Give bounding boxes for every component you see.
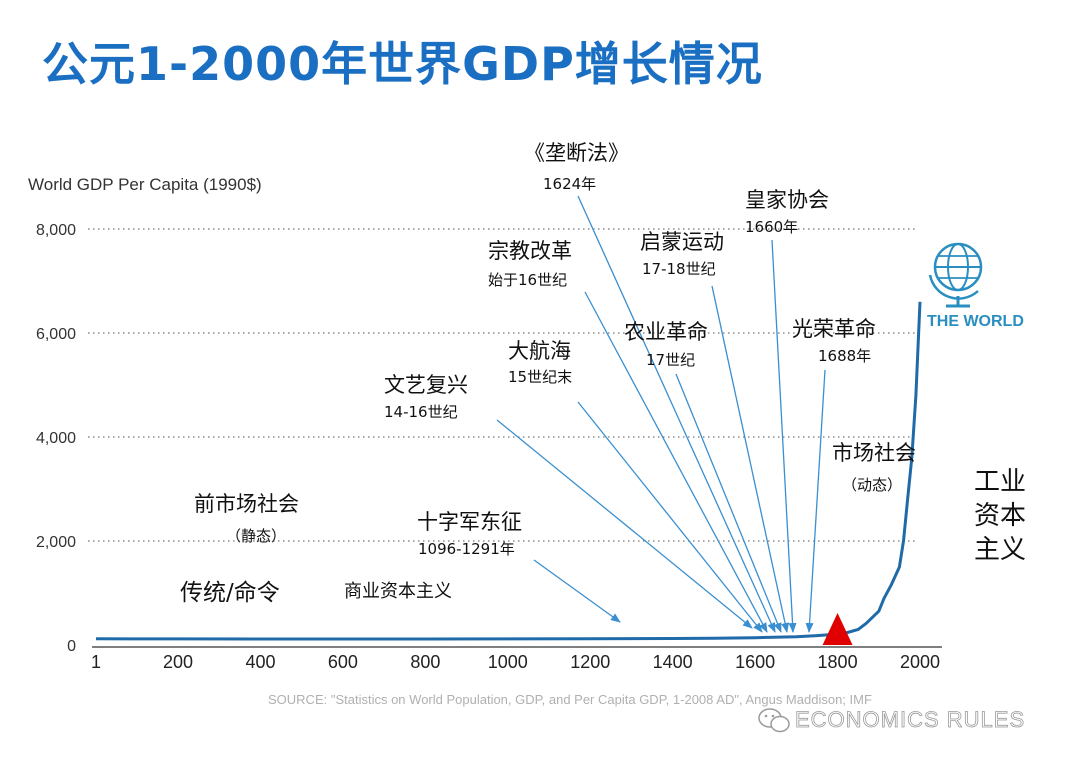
x-tick-label: 200 xyxy=(163,652,193,672)
annotation-royal-society-sub: 1660年 xyxy=(745,218,798,236)
globe-icon xyxy=(928,242,983,308)
annotation-arrow xyxy=(805,369,826,633)
annotation-crusades: 十字军东征 1096-1291年 xyxy=(417,510,522,558)
annotation-arrow xyxy=(577,401,763,633)
annotation-arrow xyxy=(496,419,753,629)
annotation-industrial-1: 工业 xyxy=(974,467,1026,497)
y-tick-label: 2,000 xyxy=(36,534,76,551)
annotation-arrow xyxy=(771,239,797,633)
annotation-arrow xyxy=(711,285,790,633)
x-tick-label: 1600 xyxy=(735,652,775,672)
world-logo-text: THE WORLD xyxy=(927,313,1024,330)
x-tick-label: 1800 xyxy=(818,652,858,672)
annotation-reformation-title: 宗教改革 xyxy=(488,239,572,263)
annotation-enlightenment-title: 启蒙运动 xyxy=(640,230,724,254)
annotation-market-society-sub: （动态） xyxy=(842,476,902,494)
annotation-market-society: 市场社会 （动态） xyxy=(832,441,916,494)
annotation-pre-market-title: 前市场社会 xyxy=(194,492,299,516)
y-tick-label: 8,000 xyxy=(36,222,76,239)
annotation-renaissance-sub: 14-16世纪 xyxy=(384,403,458,421)
annotation-age-of-discovery: 大航海 15世纪末 xyxy=(508,339,572,386)
annotation-agricultural-revolution: 农业革命 17世纪 xyxy=(624,320,708,369)
y-tick-label: 4,000 xyxy=(36,430,76,447)
x-tick-label: 1 xyxy=(91,652,101,672)
annotation-crusades-sub: 1096-1291年 xyxy=(418,540,515,558)
year-1800-marker xyxy=(822,613,853,645)
annotation-glorious-sub: 1688年 xyxy=(818,347,871,365)
y-axis-ticks: 8,000 6,000 4,000 2,000 0 xyxy=(36,222,76,655)
annotation-industrial-2: 资本 xyxy=(974,501,1026,531)
annotation-industrial-3: 主义 xyxy=(974,535,1026,565)
annotation-arrow xyxy=(584,291,768,633)
annotation-royal-society: 皇家协会 1660年 xyxy=(745,188,829,236)
watermark: ECONOMICS RULES xyxy=(795,707,1025,732)
annotation-reformation-sub: 始于16世纪 xyxy=(488,271,567,289)
annotation-merchant-capitalism: 商业资本主义 xyxy=(344,581,452,602)
x-tick-label: 400 xyxy=(245,652,275,672)
x-tick-label: 600 xyxy=(328,652,358,672)
x-tick-label: 800 xyxy=(410,652,440,672)
annotation-monopoly: 《垄断法》 1624年 xyxy=(524,141,629,193)
y-tick-label: 6,000 xyxy=(36,326,76,343)
x-tick-label: 1200 xyxy=(570,652,610,672)
annotation-arrow xyxy=(533,559,621,623)
x-tick-label: 1400 xyxy=(653,652,693,672)
x-tick-label: 1000 xyxy=(488,652,528,672)
x-tick-label: 2000 xyxy=(900,652,940,672)
annotation-pre-market-society: 前市场社会 （静态） xyxy=(194,492,299,545)
annotation-agricultural-sub: 17世纪 xyxy=(646,351,695,369)
annotation-royal-society-title: 皇家协会 xyxy=(745,188,829,212)
x-axis-ticks: 1 200 400 600 800 1000 1200 1400 1600 1800 2000 xyxy=(91,652,940,672)
annotation-crusades-title: 十字军东征 xyxy=(417,510,522,534)
annotation-arrows xyxy=(496,195,826,633)
annotation-discovery-sub: 15世纪末 xyxy=(508,368,572,386)
y-axis-label: World GDP Per Capita (1990$) xyxy=(28,175,262,194)
annotation-renaissance-title: 文艺复兴 xyxy=(384,373,468,397)
page-title: 公元1-2000年世界GDP增长情况 xyxy=(42,37,763,91)
annotation-reformation: 宗教改革 始于16世纪 xyxy=(488,239,572,289)
annotation-monopoly-title: 《垄断法》 xyxy=(524,141,629,165)
y-tick-label: 0 xyxy=(67,638,76,655)
annotation-glorious-title: 光荣革命 xyxy=(792,317,876,341)
annotation-glorious-revolution: 光荣革命 1688年 xyxy=(792,317,876,365)
annotation-discovery-title: 大航海 xyxy=(508,339,571,363)
annotation-market-society-title: 市场社会 xyxy=(832,441,916,465)
annotation-agricultural-title: 农业革命 xyxy=(624,320,708,344)
annotation-traditional-command: 传统/命令 xyxy=(180,580,280,606)
annotation-monopoly-sub: 1624年 xyxy=(543,175,596,193)
annotation-pre-market-sub: （静态） xyxy=(226,527,286,545)
annotation-arrow xyxy=(675,373,782,633)
wechat-icon xyxy=(758,708,790,733)
annotation-arrow xyxy=(577,195,776,633)
annotation-renaissance: 文艺复兴 14-16世纪 xyxy=(384,373,468,421)
annotation-enlightenment: 启蒙运动 17-18世纪 xyxy=(640,230,724,278)
marker-layer xyxy=(822,613,853,645)
source-note: SOURCE: "Statistics on World Population,… xyxy=(268,692,872,707)
annotation-enlightenment-sub: 17-18世纪 xyxy=(642,260,716,278)
